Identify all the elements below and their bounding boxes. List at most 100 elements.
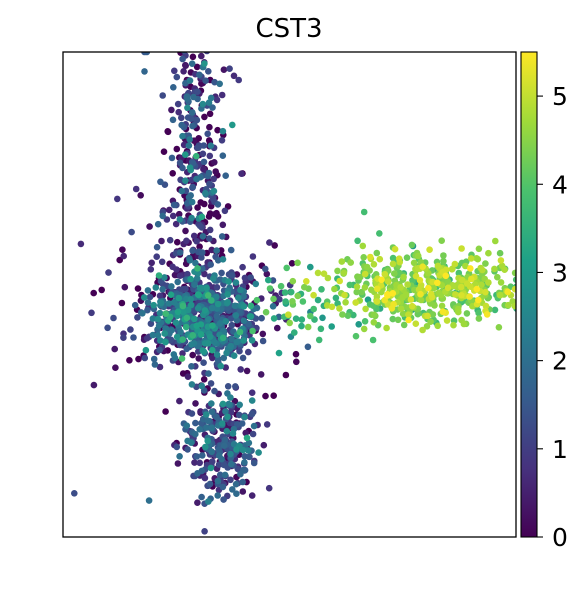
scatter-point (220, 66, 228, 73)
scatter-point (179, 350, 186, 357)
scatter-point (201, 0, 208, 5)
scatter-point (361, 318, 369, 325)
scatter-point (196, 284, 204, 292)
scatter-point (178, 187, 186, 195)
scatter-point (194, 88, 201, 95)
scatter-point (288, 260, 296, 267)
scatter-point (511, 302, 516, 310)
scatter-point (440, 252, 447, 259)
scatter-point (266, 285, 274, 292)
scatter-point (245, 348, 252, 356)
scatter-point (188, 381, 196, 388)
scatter-point (154, 315, 162, 323)
scatter-point (223, 427, 231, 435)
scatter-point (202, 411, 210, 418)
scatter-point (419, 263, 427, 271)
scatter-point (328, 303, 336, 311)
scatter-point (236, 328, 244, 336)
scatter-point (475, 315, 483, 322)
scatter-point (462, 262, 469, 270)
scatter-point (473, 285, 481, 293)
scatter-point (426, 246, 433, 253)
scatter-point (154, 220, 162, 228)
scatter-point (342, 299, 349, 306)
scatter-point (277, 282, 285, 290)
scatter-point (239, 354, 247, 362)
scatter-point (204, 130, 211, 138)
scatter-point (370, 319, 378, 326)
scatter-point (504, 288, 512, 296)
scatter-point (416, 276, 424, 284)
scatter-point (189, 53, 197, 61)
scatter-point (294, 259, 301, 267)
scatter-point (104, 324, 111, 332)
scatter-point (239, 478, 246, 486)
scatter-point (310, 291, 317, 299)
scatter-point (201, 528, 208, 535)
scatter-point (455, 308, 462, 316)
scatter-point (205, 68, 212, 75)
scatter-point (248, 389, 256, 397)
scatter-point (198, 254, 205, 261)
scatter-point (187, 10, 194, 17)
scatter-point (408, 241, 416, 249)
scatter-point (235, 294, 242, 302)
scatter-point (235, 76, 242, 84)
scatter-point (491, 306, 499, 314)
scatter-point (219, 400, 227, 408)
scatter-point (320, 270, 328, 278)
scatter-point (227, 394, 234, 401)
scatter-point (258, 314, 265, 322)
scatter-point (126, 357, 133, 364)
scatter-point (263, 421, 271, 428)
scatter-point (199, 347, 206, 354)
scatter-point (178, 37, 185, 44)
scatter-point (203, 284, 210, 292)
scatter-point (213, 351, 221, 359)
scatter-point (77, 240, 85, 248)
scatter-point (269, 303, 277, 310)
scatter-point (205, 498, 212, 505)
scatter-point (283, 264, 291, 272)
scatter-point (194, 499, 201, 507)
scatter-point (236, 401, 243, 409)
scatter-point (255, 449, 262, 456)
scatter-point (179, 164, 186, 172)
scatter-point (141, 68, 148, 75)
scatter-point (210, 187, 218, 195)
scatter-point (189, 109, 196, 116)
colorbar-ticks: 0 1 2 3 4 5 (537, 82, 568, 552)
scatter-point (452, 291, 459, 298)
scatter-point (227, 450, 234, 458)
scatter-point (344, 312, 352, 320)
scatter-point (227, 246, 235, 254)
scatter-point (213, 312, 220, 320)
scatter-point (183, 314, 191, 322)
scatter-point (238, 420, 246, 427)
scatter-point (224, 383, 232, 390)
scatter-point (245, 439, 253, 447)
scatter-point (165, 300, 173, 307)
scatter-point (287, 288, 295, 296)
scatter-point (319, 314, 326, 322)
scatter-point (219, 483, 227, 491)
scatter-point (223, 349, 230, 357)
scatter-point (116, 256, 123, 264)
scatter-point (276, 296, 283, 303)
scatter-point (168, 106, 175, 114)
scatter-point (173, 145, 181, 153)
scatter-point (139, 310, 146, 317)
scatter-point (161, 330, 168, 337)
scatter-point (417, 290, 424, 298)
scatter-point (191, 315, 198, 323)
scatter-point (236, 347, 243, 355)
scatter-point (191, 459, 198, 466)
scatter-point (187, 275, 194, 283)
scatter-point (170, 84, 177, 91)
scatter-point (360, 253, 368, 261)
scatter-point (475, 309, 482, 317)
scatter-point (183, 345, 190, 353)
scatter-point (200, 359, 207, 367)
scatter-point (155, 272, 163, 279)
